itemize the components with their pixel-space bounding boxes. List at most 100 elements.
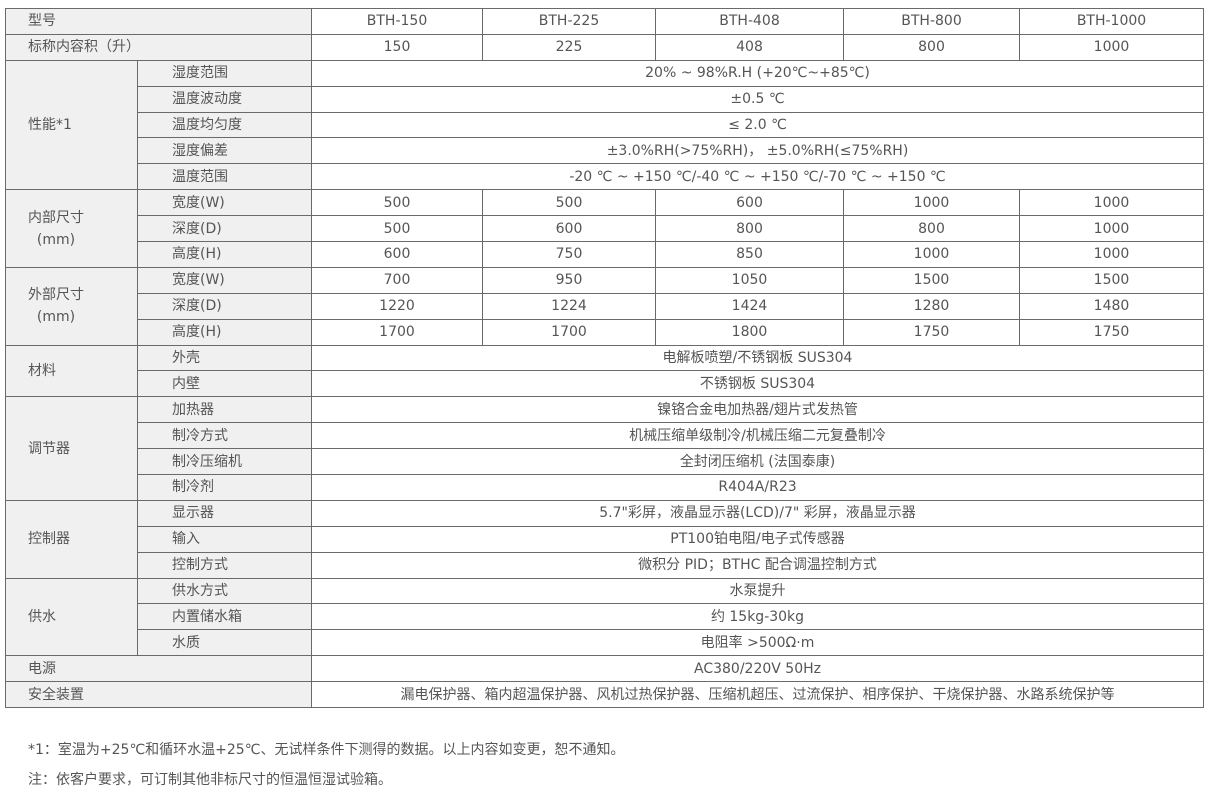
cell-value: 800	[655, 215, 844, 243]
row-label: 内置储水箱	[137, 603, 312, 631]
cell-value: 1000	[1019, 241, 1204, 268]
group-label: 材料	[5, 344, 138, 398]
cell-value: 1000	[843, 241, 1020, 268]
row-value: 微积分 PID；BTHC 配合调温控制方式	[311, 551, 1204, 579]
row-label: 电源	[5, 655, 312, 683]
table-row: 温度波动度 ±0.5 ℃	[6, 85, 1204, 113]
row-label: 深度(D)	[137, 292, 312, 320]
model-label: 型号	[5, 8, 312, 35]
cell-value: 600	[482, 215, 656, 243]
row-label: 高度(H)	[137, 241, 312, 268]
table-row: 材料 外壳 电解板喷塑/不锈钢板 SUS304	[5, 344, 1204, 398]
group-title: 供水	[28, 608, 56, 625]
model-name: BTH-225	[482, 8, 656, 35]
table-row: 控制器 显示器 5.7"彩屏，液晶显示器(LCD)/7" 彩屏，液晶显示器	[5, 499, 1204, 579]
cell-value: 950	[482, 266, 656, 294]
group-label-text: 控制器	[28, 528, 70, 550]
group-label: 内部尺寸 (mm)	[5, 189, 138, 268]
cell-value: 600	[311, 241, 483, 268]
group-title: 调节器	[28, 440, 70, 457]
cell-value: 600	[655, 189, 844, 217]
group-label: 控制器	[5, 499, 138, 579]
row-value: ±3.0%RH(>75%RH)， ±5.0%RH(≤75%RH)	[311, 137, 1204, 165]
row-label: 湿度偏差	[137, 137, 312, 165]
cell-value: 500	[311, 215, 483, 243]
row-label: 制冷压缩机	[137, 448, 312, 476]
cell-value: 750	[482, 241, 656, 268]
model-name: BTH-408	[655, 8, 844, 35]
cell-value: 500	[482, 189, 656, 217]
capacity-value: 800	[843, 33, 1020, 61]
cell-value: 1750	[1019, 318, 1204, 346]
group-label-text: 供水	[28, 606, 56, 628]
table-row: 高度(H) 600 750 850 1000 1000	[6, 241, 1204, 268]
row-value: 镍铬合金电加热器/翅片式发热管	[311, 396, 1204, 424]
footnotes: *1：室温为+25℃和循环水温+25℃、无试样条件下测得的数据。以上内容如变更，…	[28, 738, 624, 798]
table-row: 制冷方式 机械压缩单级制冷/机械压缩二元复叠制冷	[6, 422, 1204, 450]
table-row: 高度(H) 1700 1700 1800 1750 1750	[6, 318, 1204, 346]
table-row: 温度均匀度 ≤ 2.0 ℃	[6, 111, 1204, 139]
table-row: 外部尺寸 (mm) 宽度(W) 700 950 1050 1500 1500	[5, 266, 1204, 346]
model-name: BTH-1000	[1019, 8, 1204, 35]
table-row: 深度(D) 500 600 800 800 1000	[6, 215, 1204, 243]
row-label: 供水方式	[137, 577, 312, 605]
table-row: 性能*1 湿度范围 20% ~ 98%R.H (+20℃~+85℃)	[5, 59, 1204, 191]
row-label: 高度(H)	[137, 318, 312, 346]
table-row: 型号 BTH-150 BTH-225 BTH-408 BTH-800 BTH-1000	[5, 8, 1204, 35]
group-title: 性能*1	[28, 117, 72, 133]
cell-value: 1000	[1019, 189, 1204, 217]
row-label: 外壳	[137, 344, 312, 372]
group-title: 控制器	[28, 531, 70, 548]
row-value: R404A/R23	[311, 474, 1204, 501]
row-label: 内壁	[137, 370, 312, 398]
row-label: 制冷剂	[137, 474, 312, 501]
cell-value: 700	[311, 266, 483, 294]
group-label-text: 外部尺寸 (mm)	[28, 284, 84, 328]
table-row: 标称内容积（升） 150 225 408 800 1000	[5, 33, 1204, 61]
cell-value: 1500	[843, 266, 1020, 294]
cell-value: 1220	[311, 292, 483, 320]
cell-value: 1424	[655, 292, 844, 320]
table-row: 电源 AC380/220V 50Hz	[5, 655, 1204, 683]
table-row: 制冷压缩机 全封闭压缩机 (法国泰康)	[6, 448, 1204, 476]
group-label-text: 调节器	[28, 438, 70, 460]
row-value: 约 15kg-30kg	[311, 603, 1204, 631]
row-value: 电解板喷塑/不锈钢板 SUS304	[311, 344, 1204, 372]
row-value: -20 ℃ ~ +150 ℃/-40 ℃ ~ +150 ℃/-70 ℃ ~ +1…	[311, 163, 1204, 191]
row-label: 宽度(W)	[137, 189, 312, 217]
group-unit: (mm)	[36, 231, 76, 248]
row-value: ±0.5 ℃	[311, 85, 1204, 113]
row-label: 控制方式	[137, 551, 312, 579]
table-row: 内部尺寸 (mm) 宽度(W) 500 500 600 1000 1000	[5, 189, 1204, 268]
row-label: 水质	[137, 629, 312, 657]
group-label-text: 材料	[28, 360, 56, 382]
table-row: 供水 供水方式 水泵提升	[5, 577, 1204, 657]
model-name: BTH-800	[843, 8, 1020, 35]
table-row: 调节器 加热器 镍铬合金电加热器/翅片式发热管	[5, 396, 1204, 501]
group-label-text: 内部尺寸 (mm)	[28, 207, 84, 251]
cell-value: 850	[655, 241, 844, 268]
cell-value: 1800	[655, 318, 844, 346]
cell-value: 1700	[482, 318, 656, 346]
row-value: 机械压缩单级制冷/机械压缩二元复叠制冷	[311, 422, 1204, 450]
row-value: AC380/220V 50Hz	[311, 655, 1204, 683]
row-label: 湿度范围	[137, 59, 312, 87]
model-name: BTH-150	[311, 8, 483, 35]
capacity-value: 408	[655, 33, 844, 61]
row-value: 20% ~ 98%R.H (+20℃~+85℃)	[311, 59, 1204, 87]
table-row: 输入 PT100铂电阻/电子式传感器	[6, 525, 1204, 553]
row-label: 温度波动度	[137, 85, 312, 113]
cell-value: 1700	[311, 318, 483, 346]
group-title: 内部尺寸	[28, 209, 84, 226]
cell-value: 1050	[655, 266, 844, 294]
table-row: 湿度偏差 ±3.0%RH(>75%RH)， ±5.0%RH(≤75%RH)	[6, 137, 1204, 165]
capacity-value: 1000	[1019, 33, 1204, 61]
row-value: ≤ 2.0 ℃	[311, 111, 1204, 139]
spec-table: 型号 BTH-150 BTH-225 BTH-408 BTH-800 BTH-1000 标称…	[5, 8, 1204, 709]
row-label: 输入	[137, 525, 312, 553]
group-title: 材料	[28, 362, 56, 379]
capacity-value: 150	[311, 33, 483, 61]
row-label: 加热器	[137, 396, 312, 424]
capacity-label: 标称内容积（升）	[5, 33, 312, 61]
table-row: 内壁 不锈钢板 SUS304	[6, 370, 1204, 398]
